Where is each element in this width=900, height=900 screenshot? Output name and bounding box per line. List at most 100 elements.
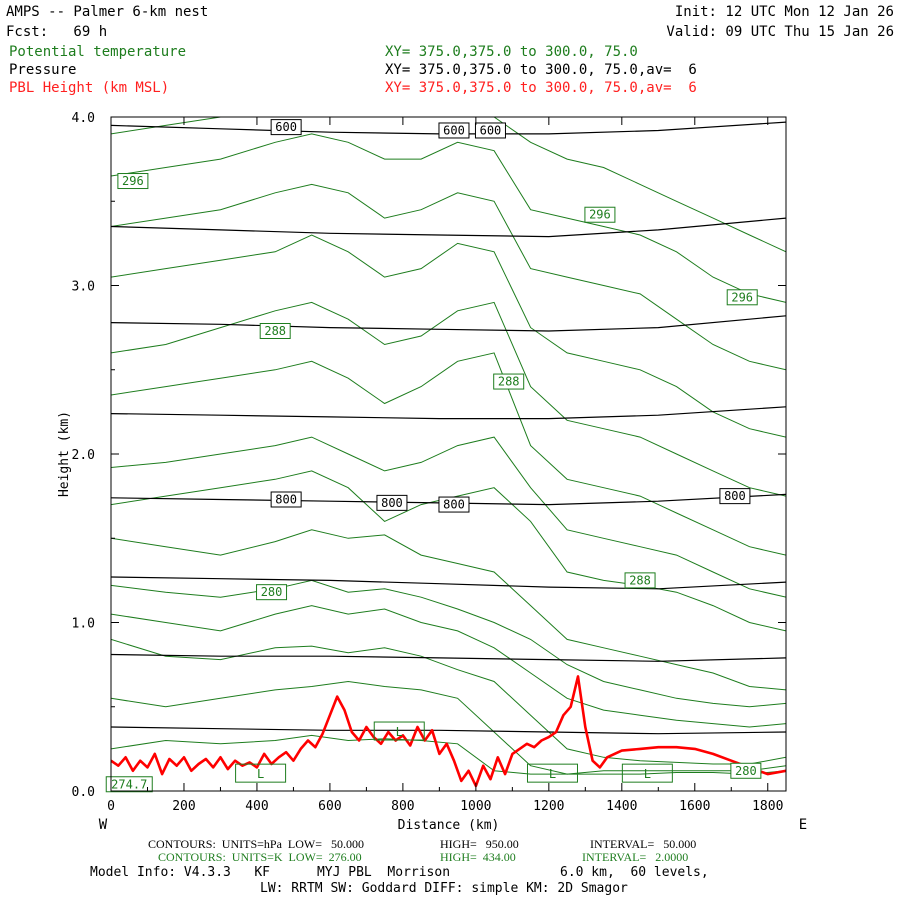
svg-text:296: 296 [589,208,611,222]
pressure-label: 800 [376,494,408,511]
theta-contours [111,117,786,775]
field-pbl-xy: XY= 375.0,375.0 to 300.0, 75.0,av= 6 [385,80,697,96]
theta-contour-9 [111,301,786,497]
low-marker: L [373,721,425,741]
pressure-contour-650 [111,217,786,238]
pbl-height-series [111,675,786,788]
svg-text:800: 800 [443,498,465,512]
y-tick-label: 3.0 [72,280,95,295]
low-marker: L [235,763,287,783]
pressure-contours [111,121,786,735]
theta-contour-12 [111,133,786,303]
footer-pressure-high: HIGH= 950.00 [440,837,519,851]
footer-pressure-low: CONTOURS: UNITS=hPa LOW= 50.000 [148,837,364,851]
pressure-contour-700 [111,315,786,332]
theta-label: 288 [624,572,656,589]
theta-label: 288 [259,322,291,339]
pressure-contour-850 [111,576,786,590]
theta-contour-0 [111,734,786,775]
x-tick-label: 200 [172,799,195,814]
theta-label: 274.7 [105,776,153,793]
footer-theta-low: CONTOURS: UNITS=K LOW= 276.00 [158,850,362,864]
svg-text:L: L [396,725,403,739]
theta-label: 280 [730,762,762,779]
svg-text:600: 600 [275,120,297,134]
x-tick-label: 400 [245,799,268,814]
svg-text:296: 296 [731,290,753,304]
svg-text:288: 288 [629,573,651,587]
pressure-contour-950 [111,726,786,735]
theta-label: 296 [726,289,758,306]
footer-pressure-interval: INTERVAL= 50.000 [590,837,697,851]
svg-text:288: 288 [498,375,520,389]
low-marker: L [621,763,673,783]
svg-text:L: L [257,767,264,781]
y-tick-label: 4.0 [72,111,95,126]
theta-label: 288 [493,373,525,390]
svg-text:L: L [644,767,651,781]
theta-label: 296 [117,173,149,190]
theta-label: 296 [584,206,616,223]
footer-physics-info: LW: RRTM SW: Goddard DIFF: simple KM: 2D… [260,881,628,896]
x-axis-label: Distance (km) [398,818,500,833]
theta-label: 280 [256,584,288,601]
svg-text:800: 800 [724,489,746,503]
pressure-label: 600 [474,122,506,139]
x-tick-label: 1200 [533,799,564,814]
x-tick-label: 1000 [460,799,491,814]
svg-text:274.7: 274.7 [111,777,147,791]
svg-text:800: 800 [275,492,297,506]
footer-theta-interval: INTERVAL= 2.0000 [582,850,689,864]
pressure-label: 800 [270,491,302,508]
svg-text:600: 600 [480,123,502,137]
svg-text:280: 280 [261,585,283,599]
field-pressure-xy: XY= 375.0,375.0 to 300.0, 75.0,av= 6 [385,62,697,78]
pressure-label: 600 [438,122,470,139]
theta-contour-7 [111,436,786,598]
svg-text:296: 296 [122,174,144,188]
x-tick-label: 1600 [679,799,710,814]
plot-title: AMPS -- Palmer 6-km nest [6,4,209,20]
svg-text:800: 800 [381,496,403,510]
y-tick-label: 2.0 [72,448,95,463]
y-axis-label: Height (km) [57,411,72,497]
theta-contour-3 [111,605,786,728]
east-label: E [799,817,807,833]
pressure-label: 800 [438,496,470,513]
theta-contour-1 [111,680,786,775]
pressure-label: 600 [270,119,302,136]
low-marker: L [526,763,578,783]
x-tick-label: 1800 [752,799,783,814]
x-tick-label: 1400 [606,799,637,814]
x-tick-label: 600 [318,799,341,814]
axes: 0 200 400 600 800 1000 1200 1400 1600 1800 0.0 1.0 2… [57,111,807,833]
svg-text:L: L [549,767,556,781]
svg-text:288: 288 [264,324,286,338]
y-tick-label: 0.0 [72,785,95,800]
plot-frame [110,116,787,792]
field-theta-xy: XY= 375.0,375.0 to 300.0, 75.0 [385,44,638,60]
theta-contour-10 [111,234,786,438]
footer-model-levels: 6.0 km, 60 levels, [560,865,709,880]
theta-contour-2 [111,638,786,765]
pressure-label: 800 [719,488,751,505]
theta-contour-6 [111,470,786,632]
x-tick-label: 0 [107,799,115,814]
svg-text:600: 600 [443,123,465,137]
field-pbl-name: PBL Height (km MSL) [9,80,170,96]
field-pressure-name: Pressure [9,62,77,78]
theta-contour-4 [111,579,786,708]
footer-theta-high: HIGH= 434.00 [440,850,516,864]
pressure-contour-750 [111,406,786,420]
theta-contour-11 [111,183,786,371]
theta-contour-8 [111,352,786,556]
init-time: Init: 12 UTC Mon 12 Jan 26 [674,4,894,20]
west-label: W [99,817,108,833]
footer-model-info: Model Info: V4.3.3 KF MYJ PBL Morrison [90,865,451,880]
contour-labels: 296 296 296 288 288 288 280 280 274.7 600 600 600 80… [105,119,762,793]
pbl-height-line [111,675,786,788]
field-theta-name: Potential temperature [9,44,187,60]
svg-text:280: 280 [735,764,757,778]
x-tick-label: 800 [391,799,414,814]
